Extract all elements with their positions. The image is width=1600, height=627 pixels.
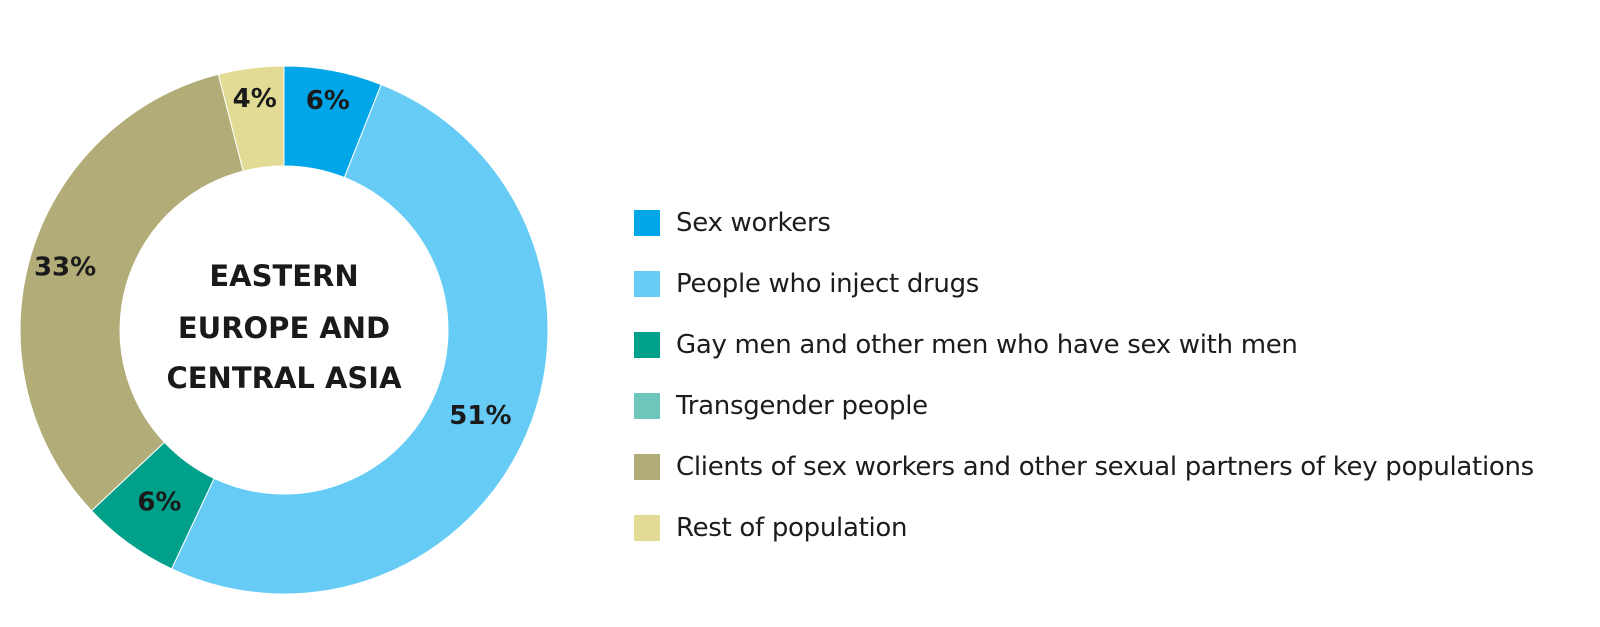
legend-swatch bbox=[634, 392, 660, 419]
legend-swatch bbox=[634, 209, 660, 236]
legend-item-clients-of-sex-workers: Clients of sex workers and other sexual … bbox=[634, 436, 1594, 497]
center-title: EASTERN EUROPE AND CENTRAL ASIA bbox=[166, 259, 402, 395]
slice-label-gay-men-and-other-men-who-have-sex-with-men: 6% bbox=[137, 488, 181, 518]
slice-clients-of-sex-workers-and-other-sexual-partners-of-key-populations bbox=[19, 73, 244, 512]
legend-label: Transgender people bbox=[676, 390, 928, 421]
center-title-line-2: EUROPE AND bbox=[178, 311, 390, 345]
legend-item-rest-of-population: Rest of population bbox=[634, 497, 1594, 558]
legend-label: People who inject drugs bbox=[676, 268, 980, 299]
legend-item-sex-workers: Sex workers bbox=[634, 192, 1594, 253]
legend-label: Sex workers bbox=[676, 207, 831, 238]
slice-rest-of-population bbox=[217, 65, 285, 172]
center-title-line-1: EASTERN bbox=[209, 259, 358, 293]
slice-people-who-inject-drugs bbox=[170, 83, 549, 595]
legend-label: Gay men and other men who have sex with … bbox=[676, 329, 1298, 360]
legend-swatch bbox=[634, 270, 660, 297]
donut-slices bbox=[19, 65, 549, 595]
slice-label-clients-of-sex-workers-and-other-sexual-partners-of-key-populations: 33% bbox=[34, 252, 96, 282]
legend-label: Clients of sex workers and other sexual … bbox=[676, 451, 1534, 482]
center-title-line-3: CENTRAL ASIA bbox=[166, 361, 402, 395]
legend-swatch bbox=[634, 514, 660, 541]
legend: Sex workers People who inject drugs Gay … bbox=[634, 192, 1594, 558]
legend-label: Rest of population bbox=[676, 512, 908, 543]
slice-label-people-who-inject-drugs: 51% bbox=[449, 401, 511, 431]
slice-label-rest-of-population: 4% bbox=[233, 84, 277, 114]
slice-label-sex-workers: 6% bbox=[306, 86, 350, 116]
legend-item-transgender-people: Transgender people bbox=[634, 375, 1594, 436]
slice-labels: 6% 51% 6% 33% 4% bbox=[34, 84, 512, 518]
legend-item-gay-men-msm: Gay men and other men who have sex with … bbox=[634, 314, 1594, 375]
donut-chart: 6% 51% 6% 33% 4% EASTERN EUROPE AND CENTRAL … bbox=[19, 65, 549, 595]
legend-swatch bbox=[634, 331, 660, 358]
legend-item-people-who-inject-drugs: People who inject drugs bbox=[634, 253, 1594, 314]
legend-swatch bbox=[634, 453, 660, 480]
